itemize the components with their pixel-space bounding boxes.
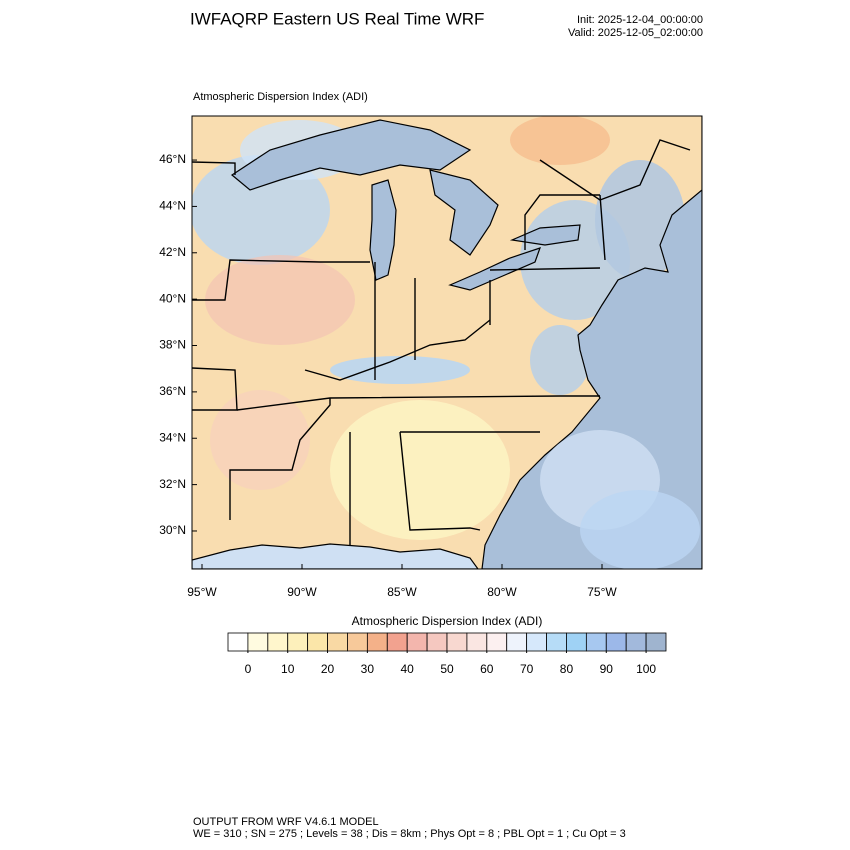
colorbar-tick-label: 50	[440, 662, 454, 676]
border	[192, 161, 236, 175]
shade	[192, 155, 330, 265]
colorbar-swatch	[645, 632, 667, 652]
colorbar-swatch	[625, 632, 647, 652]
colorbar-swatch	[466, 632, 488, 652]
colorbar-tick-label: 30	[361, 662, 375, 676]
border	[304, 319, 491, 381]
colorbar: 0 10 20 30 40 50 60 70 80 90 100	[227, 632, 667, 676]
colorbar-tick-label: 100	[636, 662, 656, 676]
lat-tick-label: 38°N	[159, 338, 186, 352]
lake-ontario	[509, 224, 581, 246]
border	[192, 367, 238, 411]
colorbar-swatch	[267, 632, 289, 652]
colorbar-swatch	[546, 632, 567, 652]
border	[399, 431, 481, 531]
border	[192, 259, 370, 301]
lon-tick-label: 85°W	[387, 585, 417, 599]
colorbar-swatch	[327, 632, 348, 652]
colorbar-tick-label: 90	[600, 662, 614, 676]
shade	[330, 356, 470, 384]
colorbar-swatch	[386, 632, 408, 652]
colorbar-swatch	[426, 632, 448, 652]
colorbar-swatch	[247, 632, 269, 652]
lon-tick-label: 75°W	[587, 585, 617, 599]
colorbar-swatch	[526, 632, 547, 652]
lat-tick-label: 32°N	[159, 477, 186, 491]
colorbar-swatch	[446, 632, 468, 652]
plot-title: Atmospheric Dispersion Index (ADI)	[193, 91, 368, 103]
colorbar-swatch	[287, 632, 309, 652]
gulf-of-mexico	[192, 543, 479, 569]
init-time: Init: 2025-12-04_00:00:00	[577, 14, 703, 26]
lat-tick-label: 46°N	[159, 152, 186, 166]
lon-tick-label: 95°W	[187, 585, 217, 599]
border	[489, 267, 601, 271]
lat-tick-label: 34°N	[159, 430, 186, 444]
lat-tick-label: 44°N	[159, 199, 186, 213]
colorbar-tick-label: 20	[321, 662, 335, 676]
colorbar-tick-label: 10	[281, 662, 295, 676]
lake-michigan	[369, 179, 397, 281]
shade	[205, 255, 355, 345]
shade	[510, 116, 610, 165]
colorbar-swatch	[227, 632, 249, 652]
colorbar-tick-label: 80	[560, 662, 574, 676]
map-area	[192, 116, 702, 569]
border	[229, 398, 331, 520]
footer-line: OUTPUT FROM WRF V4.6.1 MODEL	[193, 816, 379, 828]
shade	[330, 400, 510, 540]
borders	[192, 139, 691, 545]
footer-line: WE = 310 ; SN = 275 ; Levels = 38 ; Dis …	[193, 828, 626, 840]
colorbar-swatch	[307, 632, 328, 652]
lat-tick-label: 42°N	[159, 245, 186, 259]
colorbar-swatch	[506, 632, 528, 652]
colorbar-swatch	[366, 632, 388, 652]
lat-tick-label: 40°N	[159, 291, 186, 305]
lake-huron	[429, 169, 499, 256]
lat-tick-label: 30°N	[159, 523, 186, 537]
border	[539, 139, 691, 201]
lat-tick-label: 36°N	[159, 384, 186, 398]
colorbar-swatch	[585, 632, 607, 652]
border	[236, 395, 600, 411]
colorbar-swatch	[605, 632, 627, 652]
main-title: IWFAQRP Eastern US Real Time WRF	[190, 9, 484, 28]
lake-erie	[448, 247, 541, 291]
lon-tick-label: 90°W	[287, 585, 317, 599]
lon-tick-label: 80°W	[487, 585, 517, 599]
colorbar-tick-label: 0	[245, 662, 252, 676]
colorbar-title: Atmospheric Dispersion Index (ADI)	[352, 614, 543, 628]
shade	[580, 490, 700, 569]
map-frame	[191, 115, 703, 570]
border	[524, 194, 600, 250]
colorbar-swatch	[486, 632, 508, 652]
colorbar-swatch	[566, 632, 587, 652]
colorbar-tick-label: 60	[480, 662, 494, 676]
shade	[530, 325, 590, 395]
map-axes: 30°N 32°N 34°N 36°N 38°N 40°N 42°N 44°N 46°N 95°W…	[159, 152, 617, 599]
colorbar-tick-label: 70	[520, 662, 534, 676]
valid-time: Valid: 2025-12-05_02:00:00	[568, 27, 703, 39]
shade	[210, 390, 310, 490]
colorbar-swatch	[347, 632, 368, 652]
colorbar-swatch	[406, 632, 428, 652]
colorbar-tick-label: 40	[401, 662, 415, 676]
border	[599, 194, 606, 261]
lake-superior	[230, 119, 472, 191]
